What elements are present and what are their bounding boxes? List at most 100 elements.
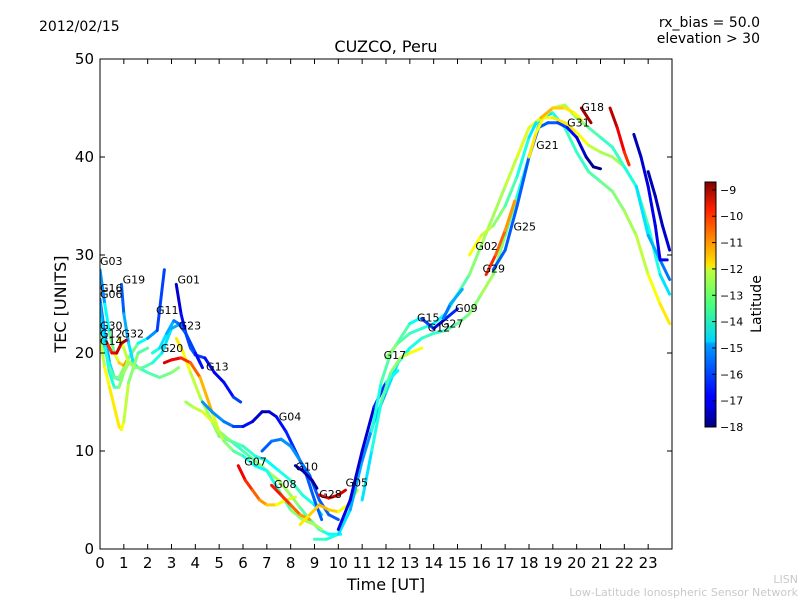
x-tick-label: 23	[639, 554, 658, 572]
series-segment	[379, 351, 393, 384]
series-label: G23	[179, 319, 202, 332]
series-segment	[503, 175, 519, 208]
series-segment	[284, 429, 297, 453]
series-segment	[599, 135, 614, 149]
colorbar-tick-label: −11	[720, 237, 743, 250]
series-segment	[229, 439, 245, 448]
series-label: G07	[244, 456, 267, 469]
series-label: G25	[514, 221, 537, 234]
series-segment	[420, 331, 436, 340]
series-segment	[327, 508, 340, 514]
series-segment	[160, 327, 173, 355]
series-segment	[448, 287, 464, 306]
series-segment	[122, 380, 131, 424]
series-segment	[310, 478, 319, 490]
series-g25	[484, 199, 517, 277]
series-segment	[241, 454, 257, 468]
colorbar-tick-label: −18	[720, 421, 743, 434]
series-segment	[479, 224, 495, 237]
series-g30	[100, 317, 126, 379]
series-segment	[141, 361, 154, 370]
series-label: G12	[100, 327, 123, 340]
series-segment	[155, 268, 166, 332]
series-segment	[317, 503, 331, 512]
series-segment	[327, 493, 340, 500]
series-segment	[105, 341, 114, 355]
series-segment	[313, 498, 324, 522]
series-segment	[277, 469, 293, 482]
series-segment	[634, 184, 650, 237]
series-segment	[103, 346, 112, 370]
series-segment	[146, 328, 159, 340]
series-segment	[634, 233, 650, 277]
series-segment	[103, 366, 112, 389]
series-segment	[622, 209, 638, 237]
x-tick-label: 8	[286, 554, 296, 572]
series-segment	[210, 410, 226, 424]
series-label: G15	[417, 312, 440, 325]
series-g18	[539, 106, 583, 122]
elevation-label: elevation > 30	[657, 31, 760, 47]
series-segment	[108, 385, 116, 409]
series-segment	[222, 420, 235, 428]
x-tick-label: 13	[400, 554, 419, 572]
series-segment	[317, 493, 331, 500]
series-segment	[231, 395, 243, 404]
series-segment	[200, 410, 216, 426]
colorbar-tick-label: −14	[720, 316, 743, 329]
series-segment	[108, 366, 116, 379]
series-label: G12	[428, 321, 451, 334]
colorbar-tick-label: −10	[720, 210, 743, 223]
series-segment	[119, 338, 128, 345]
watermark-line-2: Low-Latitude Ionospheric Sensor Network	[569, 586, 798, 599]
series-g11	[150, 319, 204, 370]
series-segment	[348, 459, 364, 512]
x-tick-label: 0	[95, 554, 105, 572]
series-segment	[136, 346, 150, 355]
series-g07	[236, 464, 297, 507]
x-tick-label: 14	[424, 554, 443, 572]
series-segment	[277, 478, 293, 497]
series-segment	[170, 356, 183, 362]
series-label: G30	[100, 319, 123, 332]
series-segment	[587, 143, 602, 154]
series-segment	[336, 508, 352, 536]
series-segment	[270, 483, 283, 497]
x-tick-label: 7	[262, 554, 272, 572]
series-segment	[408, 327, 424, 335]
series-segment	[289, 478, 305, 497]
lisn-watermark: LISN Low-Latitude Ionospheric Sensor Net…	[569, 573, 798, 599]
colorbar-tick-label: −17	[720, 395, 743, 408]
series-segment	[515, 155, 531, 208]
series-segment	[274, 498, 288, 507]
series-segment	[236, 464, 247, 482]
colorbar-tick-label: −16	[720, 368, 743, 381]
series-segment	[408, 346, 424, 355]
colorbar-tick-label: −9	[720, 184, 736, 197]
colorbar-tick-label: −13	[720, 289, 743, 302]
series-segment	[203, 356, 216, 375]
series-segment	[408, 317, 421, 326]
series-segment	[243, 478, 255, 492]
series-segment	[260, 439, 274, 453]
series-segment	[251, 488, 262, 502]
y-tick-label: 0	[84, 540, 94, 558]
series-segment	[610, 145, 626, 169]
colorbar-ticks: −9 −10 −11 −12 −13 −14 −15 −16 −17 −18	[712, 184, 743, 434]
series-segment	[298, 459, 312, 477]
series-segment	[165, 319, 176, 335]
series-segment	[432, 317, 448, 330]
series-segment	[100, 317, 107, 350]
series-segment	[646, 273, 662, 306]
series-segment	[432, 328, 448, 335]
x-tick-label: 20	[567, 554, 586, 572]
series-label: G17	[384, 349, 407, 362]
series-label: G11	[156, 304, 179, 317]
series-label: G09	[455, 302, 478, 315]
series-segment	[146, 371, 162, 379]
series-g39	[579, 106, 593, 125]
x-tick-label: 18	[519, 554, 538, 572]
series-segment	[174, 336, 185, 355]
date-label: 2012/02/15	[39, 19, 120, 35]
series-segment	[572, 111, 583, 122]
